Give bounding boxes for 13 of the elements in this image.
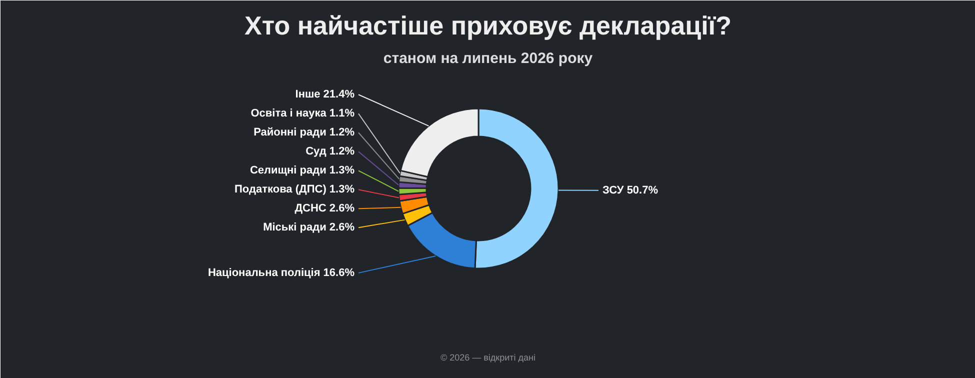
text: © 2026 — відкриті дані [440, 352, 536, 362]
slice-label: Податкова (ДПС) 1.3% [234, 184, 355, 196]
slice-label: Освіта і наука 1.1% [250, 108, 355, 120]
chart-subtitle: станом на липень 2026 року [383, 50, 594, 67]
slice-label: ДСНС 2.6% [294, 202, 355, 215]
slice-label: Суд 1.2% [306, 146, 355, 158]
slice-label: Селищні ради 1.3% [250, 164, 355, 177]
slice-label: Інше 21.4% [295, 88, 355, 101]
chart-title: Хто найчастіше приховує декларації? [244, 10, 732, 40]
slice-label: ЗСУ 50.7% [602, 184, 658, 196]
slice-label: Міські ради 2.6% [263, 222, 355, 234]
slice-label: Районні ради 1.2% [254, 126, 355, 139]
slice-label: Національна поліція 16.6% [208, 266, 355, 279]
